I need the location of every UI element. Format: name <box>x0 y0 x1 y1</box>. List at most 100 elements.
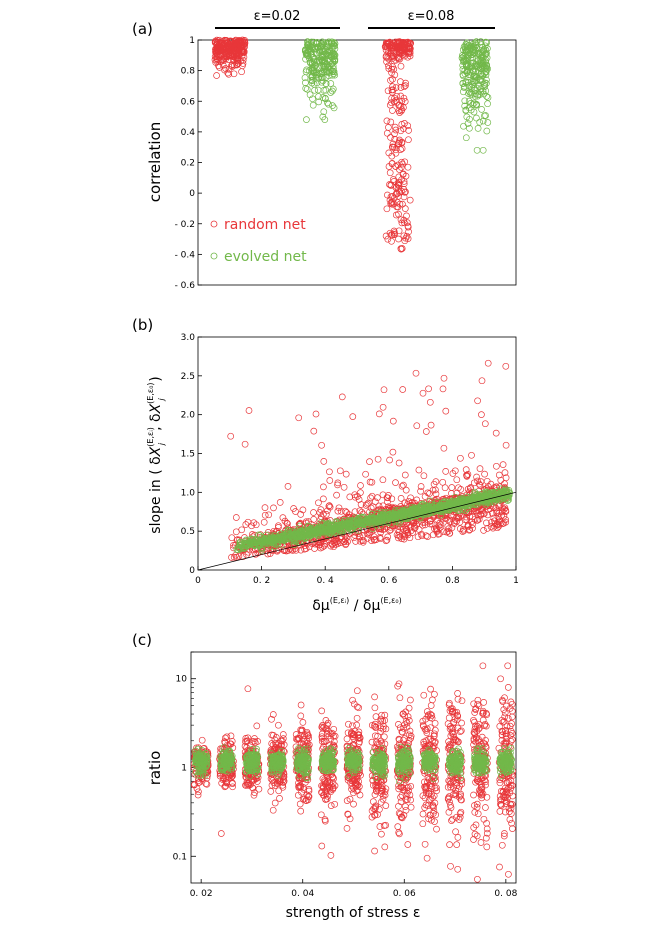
point-random-b <box>480 527 487 534</box>
y-tick-label-b: 2.5 <box>181 372 195 382</box>
y-label-b-prefix: slope in ( δ <box>148 456 164 533</box>
group-label-2: ε=0.08 <box>408 9 455 24</box>
point-random-a <box>225 43 233 50</box>
point-random-a <box>402 79 409 87</box>
point-evolved-a <box>459 71 467 78</box>
point-evolved-a <box>470 108 478 116</box>
point-random-b <box>232 528 240 536</box>
point-evolved-a <box>316 70 324 78</box>
point-random-a <box>404 222 412 230</box>
point-random-a <box>384 235 392 243</box>
point-random-b <box>424 533 431 540</box>
point-random-b <box>333 491 340 499</box>
point-random-a <box>397 78 404 85</box>
point-random-a <box>383 117 391 125</box>
point-random-b <box>484 359 492 367</box>
point-random-b <box>392 479 399 486</box>
point-random-b <box>252 521 260 529</box>
point-evolved-a <box>478 106 485 113</box>
point-random-a <box>383 58 390 66</box>
point-random-b <box>261 511 269 519</box>
point-evolved-a <box>304 47 312 55</box>
legend-label-random: random net <box>224 217 306 233</box>
point-random-b <box>279 514 287 521</box>
x-tick-label-b: 1 <box>513 576 519 586</box>
point-random-a <box>388 95 396 102</box>
point-evolved-a <box>473 114 480 122</box>
point-random-a <box>384 87 392 95</box>
point-random-b <box>363 500 371 508</box>
point-random-b <box>484 525 491 532</box>
y-tick-label-b: 1.5 <box>181 450 195 460</box>
point-random-a <box>389 83 396 90</box>
point-random-a <box>395 210 402 218</box>
point-random-b <box>380 386 388 394</box>
point-evolved-a <box>459 53 467 61</box>
point-random-b <box>310 509 317 516</box>
point-random-a <box>389 75 396 83</box>
point-random-a <box>213 38 221 46</box>
point-random-a <box>403 212 410 220</box>
point-evolved-a <box>480 47 488 55</box>
y-tick-label-a: - 0.2 <box>175 220 195 230</box>
y-tick-label-a: 0.4 <box>181 128 196 138</box>
point-random-a <box>400 83 408 91</box>
point-random-b <box>326 477 334 484</box>
point-random-b <box>326 468 333 476</box>
point-random-c <box>217 830 225 837</box>
point-evolved-a <box>303 85 311 93</box>
panel-b: (b) 00.51.01.52.02.53.00 0. 2 0. 4 0. 6 0.8 1… <box>132 316 519 614</box>
point-random-a <box>396 136 403 144</box>
point-random-a <box>386 196 394 204</box>
point-random-b <box>499 461 507 468</box>
point-random-b <box>260 518 268 526</box>
point-random-a <box>233 42 240 50</box>
point-random-a <box>391 135 399 143</box>
point-random-a <box>392 126 400 134</box>
point-random-b <box>385 492 392 499</box>
y-tick-label-b: 1.0 <box>181 488 196 498</box>
point-evolved-a <box>461 43 469 51</box>
point-random-a <box>398 46 406 54</box>
point-random-a <box>395 179 403 187</box>
y-tick-label-a: 0.6 <box>181 97 196 107</box>
legend-marker-random <box>210 220 218 228</box>
point-random-b <box>457 454 464 462</box>
point-random-a <box>237 43 245 51</box>
point-random-b <box>442 468 450 475</box>
x-tick-label-c: 0. 04 <box>291 889 314 899</box>
point-random-b <box>493 462 500 470</box>
point-random-b <box>401 471 409 479</box>
point-random-a <box>392 149 400 157</box>
point-evolved-a <box>317 44 324 52</box>
point-random-b <box>383 536 391 544</box>
point-evolved-a <box>327 66 334 73</box>
point-random-a <box>406 44 414 51</box>
point-random-b <box>398 482 406 490</box>
point-evolved-a <box>468 84 475 91</box>
point-random-b <box>367 494 374 502</box>
point-evolved-a <box>483 61 491 69</box>
point-random-a <box>395 235 402 243</box>
point-random-a <box>213 58 221 65</box>
point-random-b <box>366 458 373 465</box>
point-random-b <box>342 470 350 478</box>
point-evolved-a <box>461 102 469 110</box>
point-random-b <box>310 427 318 435</box>
point-random-a <box>383 129 391 137</box>
point-random-b <box>265 511 273 519</box>
point-random-b <box>413 422 421 430</box>
point-random-a <box>238 68 245 76</box>
point-random-a <box>212 46 219 53</box>
point-random-b <box>357 482 364 489</box>
ticks-b: 00.51.01.52.02.53.00 0. 2 0. 4 0. 6 0.8 1 <box>181 333 519 586</box>
point-evolved-a <box>327 89 335 96</box>
point-random-b <box>386 456 393 464</box>
point-random-b <box>312 410 320 418</box>
point-random-b <box>241 440 249 448</box>
point-random-b <box>270 504 277 512</box>
point-random-c <box>297 807 305 815</box>
y-tick-label-a: 0 <box>189 189 195 199</box>
point-evolved-a <box>465 97 473 105</box>
point-evolved-a <box>462 79 470 86</box>
